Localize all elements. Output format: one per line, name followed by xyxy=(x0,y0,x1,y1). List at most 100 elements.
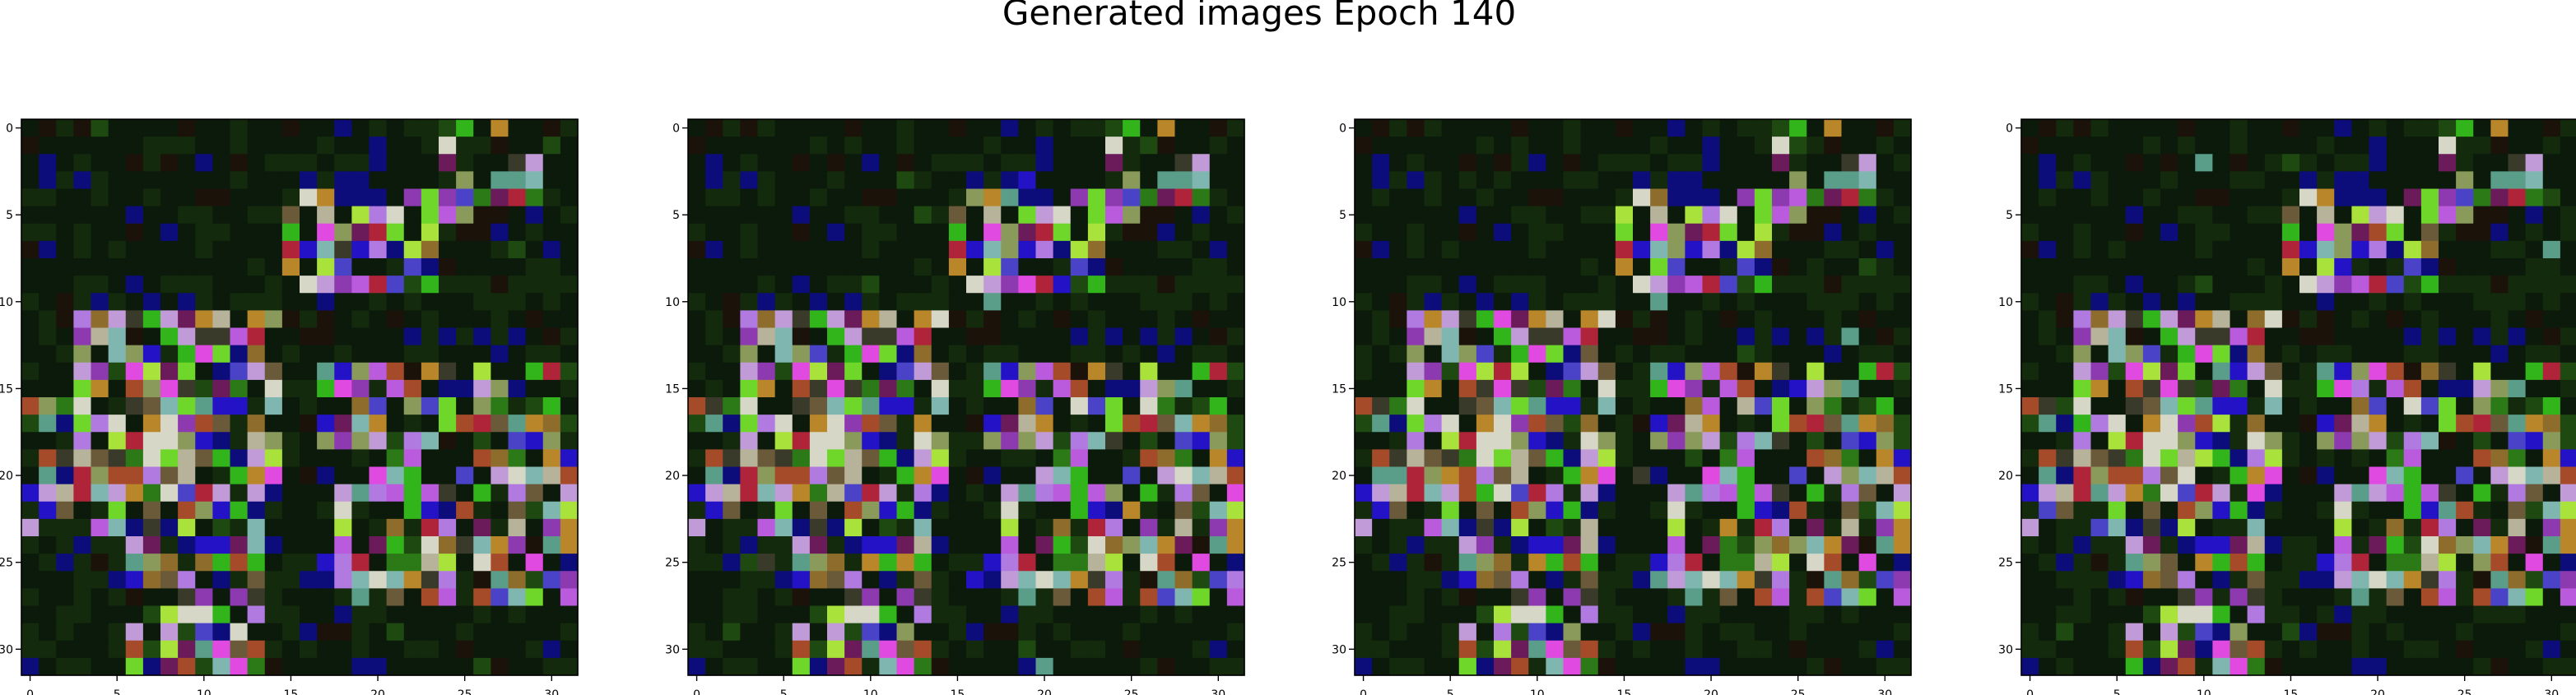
image-pixel xyxy=(1226,137,1245,155)
image-pixel xyxy=(688,206,706,225)
image-pixel xyxy=(403,449,422,468)
image-pixel xyxy=(1494,640,1512,659)
x-tick-label: 15 xyxy=(2284,688,2299,695)
image-pixel xyxy=(2403,466,2422,485)
image-pixel xyxy=(966,327,984,346)
image-pixel xyxy=(1441,657,1460,676)
image-pixel xyxy=(2281,466,2300,485)
image-pixel xyxy=(142,171,161,190)
image-pixel xyxy=(2542,240,2561,259)
image-pixel xyxy=(792,484,811,503)
image-pixel xyxy=(1174,379,1193,398)
image-pixel xyxy=(1772,484,1790,503)
image-pixel xyxy=(351,657,370,676)
image-pixel xyxy=(792,415,811,433)
image-pixel xyxy=(108,171,127,190)
image-pixel xyxy=(125,501,144,520)
image-pixel xyxy=(317,223,335,242)
image-pixel xyxy=(542,362,561,381)
image-pixel xyxy=(1754,623,1773,642)
image-pixel xyxy=(491,345,509,364)
image-pixel xyxy=(1667,188,1686,207)
image-pixel xyxy=(2525,258,2544,276)
image-pixel xyxy=(1192,258,1211,276)
image-pixel xyxy=(2351,310,2370,329)
image-pixel xyxy=(212,518,231,537)
image-pixel xyxy=(2317,397,2335,415)
image-pixel xyxy=(2090,137,2109,155)
image-pixel xyxy=(1209,501,1228,520)
image-pixel xyxy=(896,137,915,155)
image-pixel xyxy=(896,640,915,659)
image-pixel xyxy=(73,327,92,346)
image-pixel xyxy=(2456,258,2474,276)
image-pixel xyxy=(2420,240,2439,259)
image-pixel xyxy=(2160,188,2178,207)
image-pixel xyxy=(2334,258,2352,276)
image-pixel xyxy=(688,310,706,329)
image-pixel xyxy=(2195,466,2213,485)
image-pixel xyxy=(230,345,249,364)
image-pixel xyxy=(1355,119,1373,137)
image-pixel xyxy=(91,536,109,554)
image-pixel xyxy=(2090,171,2109,190)
image-pixel xyxy=(1209,188,1228,207)
image-pixel xyxy=(2195,276,2213,294)
image-pixel xyxy=(1209,119,1228,137)
image-pixel xyxy=(473,449,491,468)
image-pixel xyxy=(1476,171,1495,190)
image-pixel xyxy=(1841,501,1860,520)
image-pixel xyxy=(1192,605,1211,624)
image-pixel xyxy=(1876,206,1895,225)
image-pixel xyxy=(2386,119,2405,137)
image-pixel xyxy=(1209,623,1228,642)
image-pixel xyxy=(195,623,213,642)
image-pixel xyxy=(142,554,161,572)
image-pixel xyxy=(1070,518,1089,537)
image-pixel xyxy=(2386,154,2405,172)
image-pixel xyxy=(2403,379,2422,398)
image-pixel xyxy=(2369,432,2388,450)
image-pixel xyxy=(247,415,266,433)
image-pixel xyxy=(56,484,74,503)
image-pixel xyxy=(1372,223,1390,242)
image-pixel xyxy=(439,605,457,624)
image-pixel xyxy=(351,188,370,207)
image-pixel xyxy=(439,171,457,190)
image-pixel xyxy=(2369,310,2388,329)
y-tick-label: 5 xyxy=(2006,209,2013,222)
image-pixel xyxy=(1372,258,1390,276)
image-pixel xyxy=(1458,623,1477,642)
image-pixel xyxy=(1633,588,1651,607)
image-pixel xyxy=(688,154,706,172)
image-pixel xyxy=(1685,362,1704,381)
image-pixel xyxy=(688,623,706,642)
image-pixel xyxy=(1563,466,1582,485)
image-pixel xyxy=(1806,484,1825,503)
image-pixel xyxy=(723,171,741,190)
image-pixel xyxy=(688,345,706,364)
image-pixel xyxy=(369,276,388,294)
image-pixel xyxy=(1018,397,1037,415)
image-pixel xyxy=(439,397,457,415)
image-pixel xyxy=(21,206,40,225)
image-pixel xyxy=(740,188,759,207)
image-pixel xyxy=(160,588,179,607)
image-pixel xyxy=(91,640,109,659)
image-pixel xyxy=(1372,397,1390,415)
image-pixel xyxy=(1494,345,1512,364)
image-pixel xyxy=(688,258,706,276)
image-pixel xyxy=(1667,466,1686,485)
image-pixel xyxy=(1458,571,1477,589)
image-pixel xyxy=(1650,171,1668,190)
image-pixel xyxy=(2247,171,2266,190)
image-pixel xyxy=(2439,536,2457,554)
image-pixel xyxy=(560,206,579,225)
image-pixel xyxy=(2160,657,2178,676)
image-pixel xyxy=(983,379,1002,398)
image-pixel xyxy=(2560,623,2576,642)
image-pixel xyxy=(2420,154,2439,172)
image-pixel xyxy=(56,640,74,659)
image-pixel xyxy=(2160,484,2178,503)
image-pixel xyxy=(1546,588,1565,607)
